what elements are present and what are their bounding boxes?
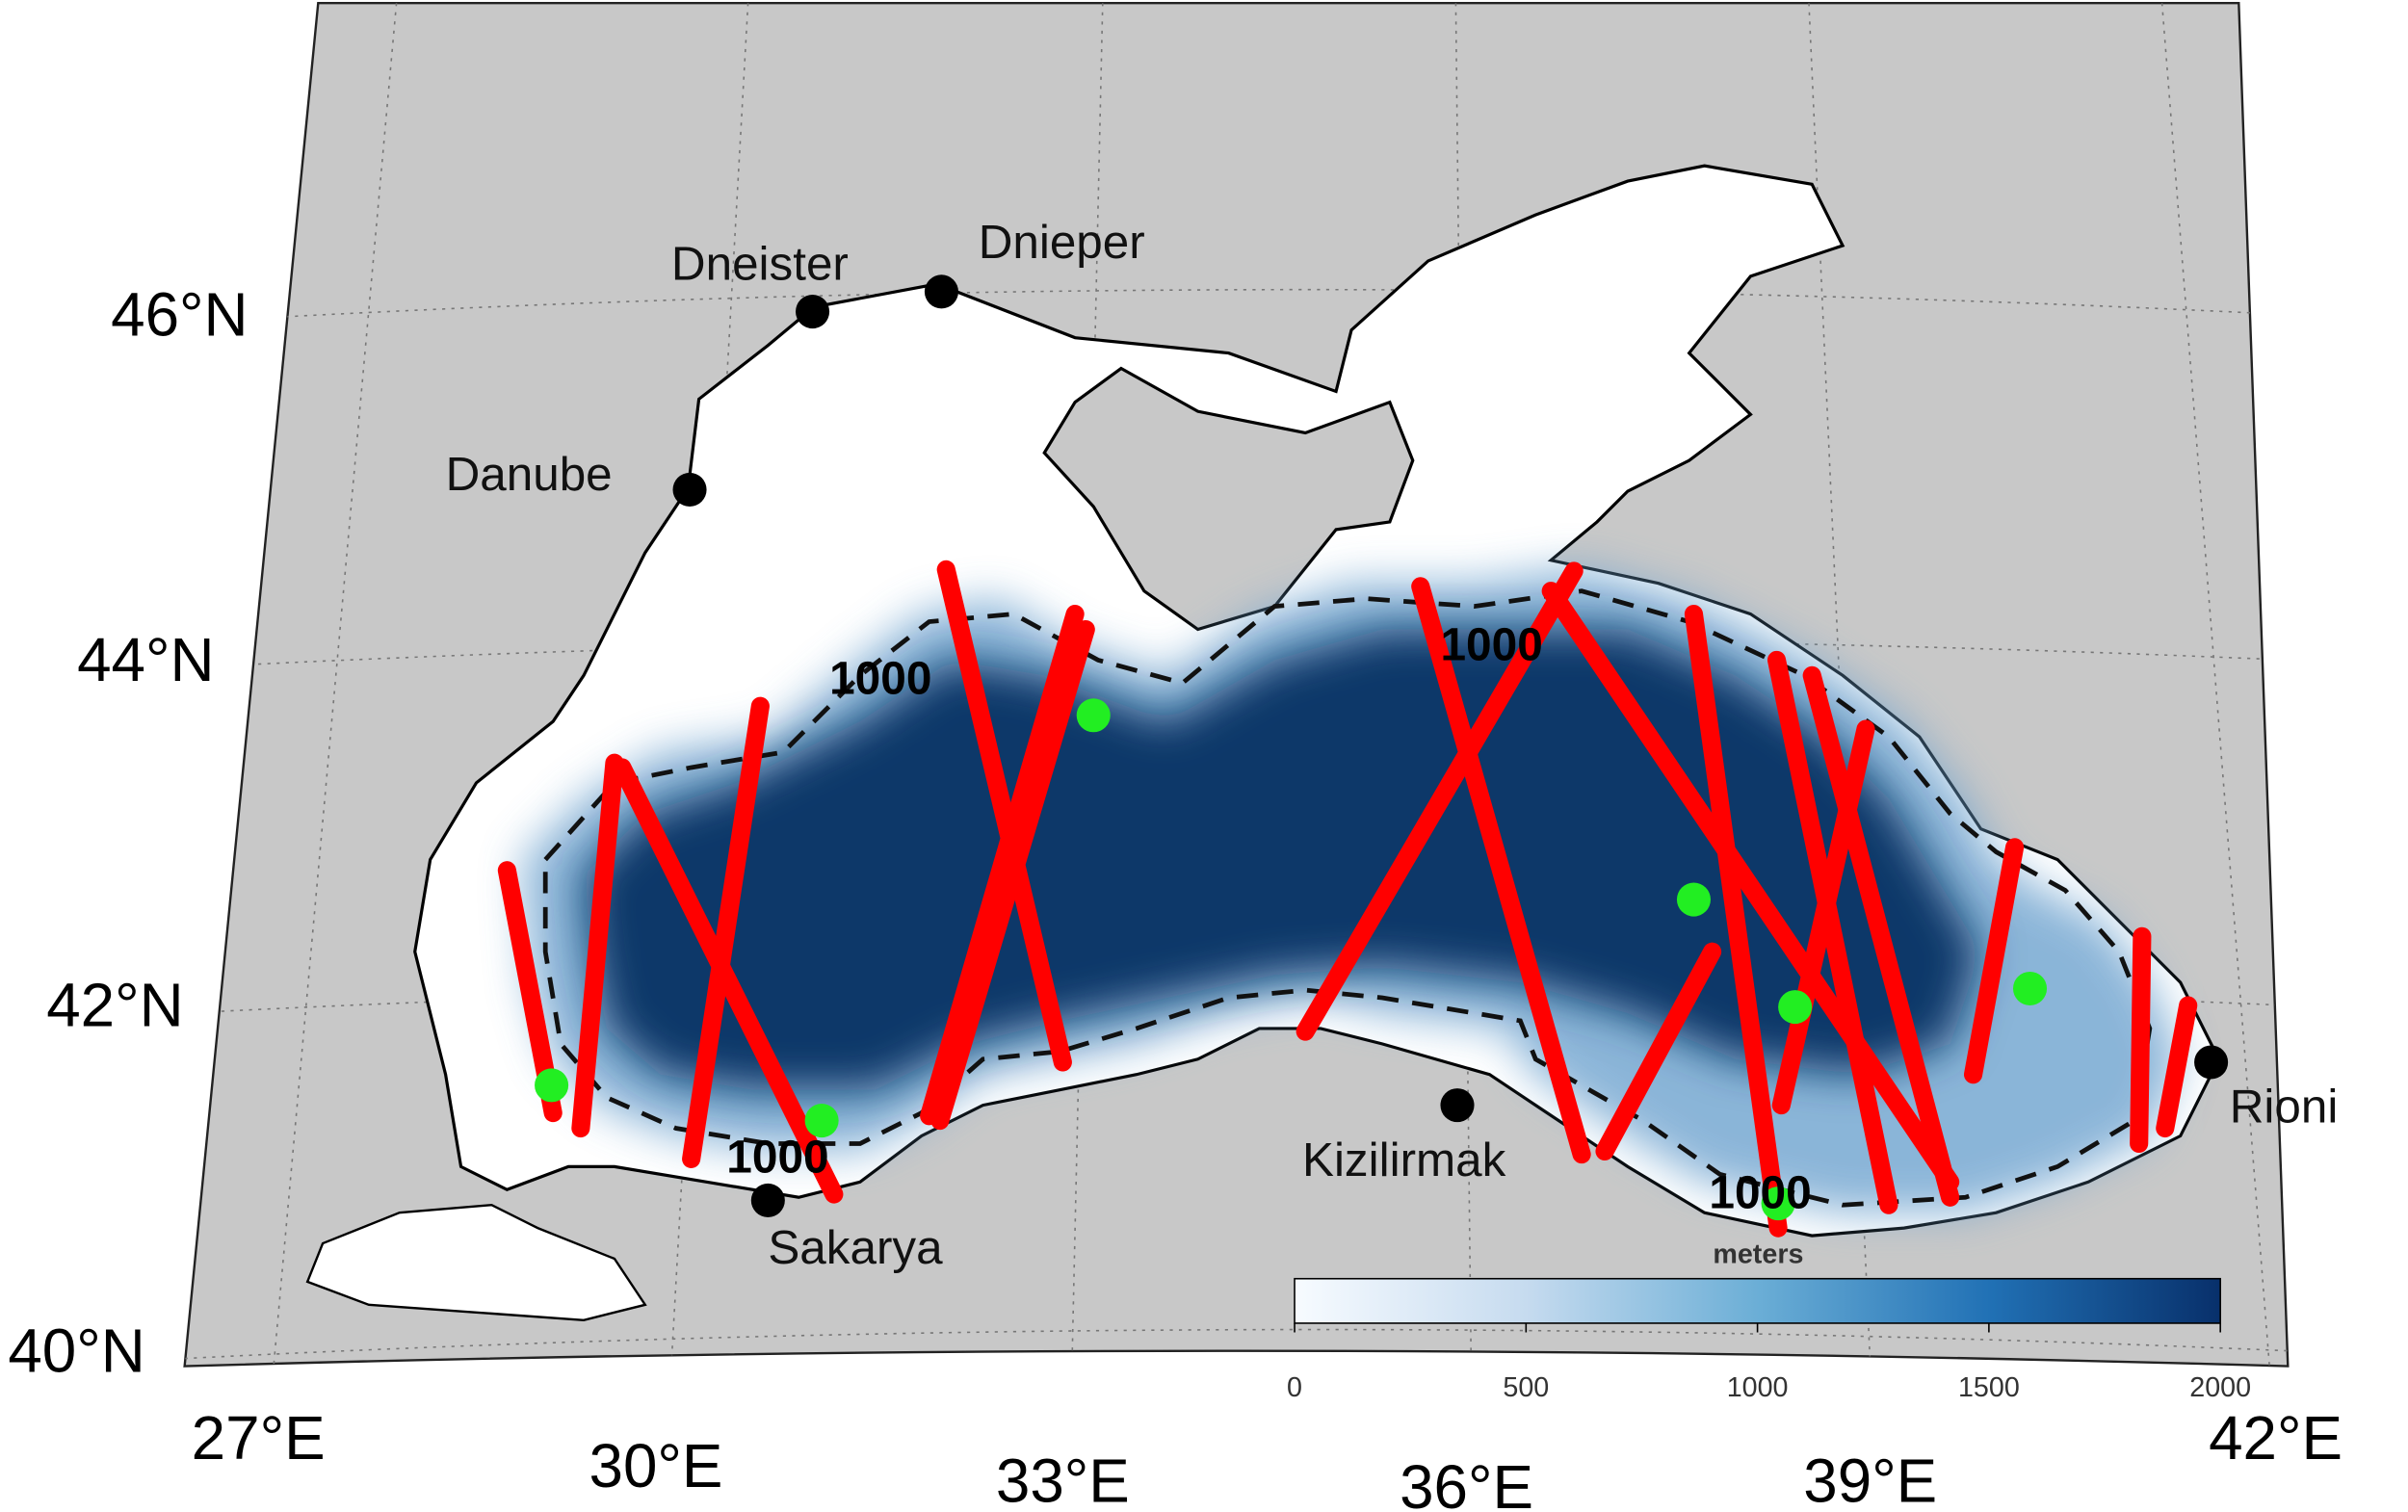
colorbar-tick-label: 0 <box>1287 1372 1302 1403</box>
track <box>613 758 844 1204</box>
track <box>682 696 770 1168</box>
station <box>1676 882 1711 917</box>
track <box>2130 926 2152 1154</box>
marmara <box>305 1203 647 1321</box>
crimea <box>1042 366 1415 632</box>
latitude-label: 44°N <box>77 625 214 694</box>
longitude-label: 42°E <box>2209 1403 2343 1473</box>
track <box>1802 665 1960 1207</box>
map-body <box>184 3 2289 1367</box>
station <box>1778 990 1813 1025</box>
colorbar-tick-label: 1000 <box>1727 1372 1789 1403</box>
latitude-label: 42°N <box>46 971 183 1040</box>
track <box>1767 650 1898 1214</box>
latitude-label: 46°N <box>111 279 248 349</box>
track <box>1684 604 1788 1238</box>
track <box>571 753 624 1138</box>
track <box>930 619 1095 1131</box>
longitude-label: 39°E <box>1803 1447 1937 1512</box>
river-mouth <box>1440 1088 1475 1123</box>
track <box>2156 996 2198 1138</box>
colorbar-tick-label: 500 <box>1503 1372 1549 1403</box>
station <box>1761 1186 1795 1221</box>
track <box>1411 577 1591 1164</box>
tracks <box>497 560 2198 1238</box>
colorbar-label: meters <box>1713 1238 1803 1269</box>
river-label: Kizilirmak <box>1302 1134 1506 1186</box>
longitude-label: 27°E <box>192 1403 326 1473</box>
river-label: Dnieper <box>979 216 1145 269</box>
river-label: Rioni <box>2230 1080 2339 1133</box>
river-label: Dneister <box>671 237 849 290</box>
track <box>920 604 1085 1126</box>
river-mouth <box>672 472 707 507</box>
river-mouths <box>672 274 2229 1217</box>
track <box>1541 582 1960 1191</box>
stations <box>535 698 2048 1221</box>
longitude-label: 33°E <box>996 1447 1130 1512</box>
river-label: Sakarya <box>768 1221 943 1274</box>
river-mouth <box>750 1183 785 1217</box>
longitude-label: 36°E <box>1400 1452 1533 1512</box>
station <box>804 1104 839 1138</box>
contour-label: 1000 <box>829 653 931 704</box>
track <box>1595 942 1722 1160</box>
track <box>1963 838 2025 1084</box>
contour-label: 1000 <box>1709 1167 1811 1218</box>
colorbar-tick-label: 2000 <box>2189 1372 2251 1403</box>
river-mouth <box>2194 1045 2229 1080</box>
river-mouth <box>924 274 958 309</box>
station <box>2012 971 2048 1006</box>
station <box>1076 698 1111 733</box>
latitude-label: 40°N <box>8 1316 144 1385</box>
contour-label: 1000 <box>1440 619 1542 670</box>
station <box>535 1068 569 1103</box>
contour-label: 1000 <box>726 1133 828 1184</box>
river-mouth <box>796 295 830 329</box>
colorbar <box>1294 1277 2221 1324</box>
longitude-label: 30°E <box>589 1431 723 1500</box>
track <box>1296 561 1584 1041</box>
river-label: Danube <box>446 448 613 501</box>
labels: 46°N 44°N 42°N 40°N 27°E 30°E 33°E 36°E 39°E 42°E… <box>8 216 2343 1512</box>
track <box>936 560 1072 1072</box>
colorbar-tick-label: 1500 <box>1958 1372 2020 1403</box>
deep-basin <box>584 629 1981 1090</box>
